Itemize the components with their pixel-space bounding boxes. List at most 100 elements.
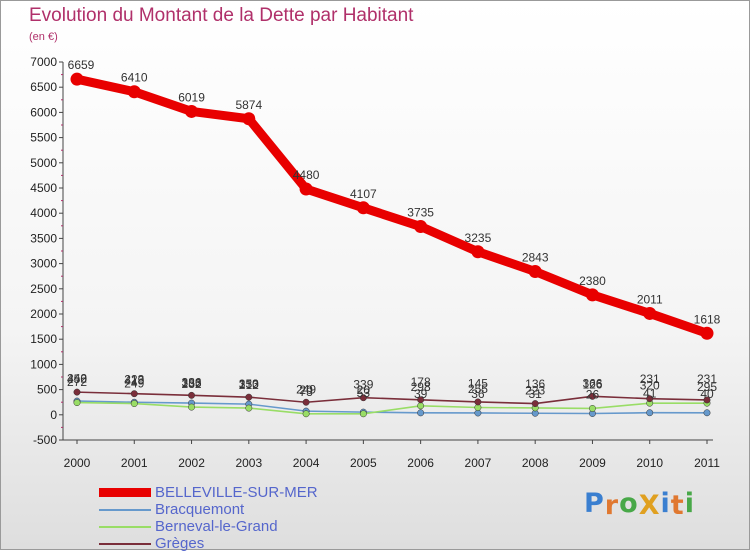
data-label: 40 bbox=[700, 387, 714, 401]
y-tick-label: 7000 bbox=[30, 55, 57, 69]
x-tick-label: 2005 bbox=[350, 456, 377, 470]
x-tick-label: 2010 bbox=[636, 456, 663, 470]
data-point bbox=[589, 404, 596, 412]
data-point bbox=[700, 326, 714, 340]
data-point bbox=[359, 394, 367, 402]
legend-swatch bbox=[99, 509, 151, 511]
legend-swatch bbox=[99, 526, 151, 528]
y-tick-label: 5000 bbox=[30, 156, 57, 170]
data-label: 419 bbox=[124, 374, 144, 388]
x-tick-label: 2009 bbox=[579, 456, 606, 470]
data-point bbox=[245, 404, 253, 412]
chart-subtitle: (en €) bbox=[29, 31, 58, 43]
series-line-2 bbox=[76, 401, 708, 415]
data-label: 53 bbox=[357, 386, 371, 400]
data-label: 3235 bbox=[465, 231, 492, 245]
data-label: 145 bbox=[468, 376, 488, 390]
data-label: 39 bbox=[414, 387, 428, 401]
data-point bbox=[73, 399, 81, 407]
data-point bbox=[242, 112, 256, 126]
legend-label: Grèges bbox=[155, 535, 205, 552]
data-label: 20 bbox=[299, 383, 313, 397]
logo-letter: r bbox=[604, 490, 620, 521]
y-tick-label: 500 bbox=[37, 383, 57, 397]
logo-letter: t bbox=[670, 490, 685, 521]
data-label: 231 bbox=[697, 372, 717, 386]
x-tick-label: 2008 bbox=[522, 456, 549, 470]
data-point bbox=[70, 72, 84, 86]
data-label: 212 bbox=[239, 378, 259, 392]
data-point bbox=[302, 410, 310, 418]
data-label: 249 bbox=[296, 382, 316, 396]
legend-label: BELLEVILLE-SUR-MER bbox=[155, 484, 318, 501]
data-point bbox=[73, 388, 81, 396]
series-line-1 bbox=[76, 400, 708, 415]
data-point bbox=[703, 409, 711, 417]
data-label: 6659 bbox=[68, 58, 95, 72]
legend-label: Berneval-le-Grand bbox=[155, 518, 278, 535]
data-label: 73 bbox=[299, 385, 313, 399]
legend-swatch bbox=[99, 543, 151, 545]
data-label: 5874 bbox=[235, 98, 262, 112]
data-point bbox=[185, 104, 199, 118]
y-tick-label: -500 bbox=[33, 433, 57, 447]
y-tick-label: 4500 bbox=[30, 181, 57, 195]
logo-letter: o bbox=[619, 488, 639, 519]
data-label: 1618 bbox=[694, 312, 721, 326]
data-point bbox=[585, 288, 599, 302]
data-label: 298 bbox=[411, 380, 431, 394]
data-label: 272 bbox=[67, 375, 87, 389]
data-label: 4480 bbox=[293, 168, 320, 182]
data-point bbox=[471, 245, 485, 259]
data-label: 295 bbox=[697, 380, 717, 394]
data-point bbox=[646, 395, 654, 403]
x-tick-label: 2011 bbox=[694, 456, 720, 470]
data-point bbox=[528, 265, 542, 279]
data-label: 6410 bbox=[121, 71, 148, 85]
x-tick-label: 2002 bbox=[178, 456, 205, 470]
x-tick-label: 2006 bbox=[407, 456, 434, 470]
data-label: 126 bbox=[582, 377, 602, 391]
data-label: 31 bbox=[529, 387, 543, 401]
data-point bbox=[302, 398, 310, 406]
data-point bbox=[356, 201, 370, 215]
data-point bbox=[531, 400, 539, 408]
data-label: 36 bbox=[471, 387, 485, 401]
y-tick-label: 3500 bbox=[30, 231, 57, 245]
data-point bbox=[130, 390, 138, 398]
y-tick-label: 6500 bbox=[30, 80, 57, 94]
data-label: 2380 bbox=[579, 274, 606, 288]
data-point bbox=[127, 85, 141, 99]
data-label: 223 bbox=[525, 384, 545, 398]
data-point bbox=[359, 410, 367, 418]
data-label: 366 bbox=[582, 376, 602, 390]
logo-letter: P bbox=[584, 488, 605, 519]
x-tick-label: 2000 bbox=[64, 456, 91, 470]
legend-label: Bracquemont bbox=[155, 501, 245, 518]
data-point bbox=[417, 402, 425, 410]
data-label: 4107 bbox=[350, 187, 377, 201]
legend-swatch bbox=[99, 488, 151, 497]
y-tick-label: 2000 bbox=[30, 307, 57, 321]
y-tick-label: 6000 bbox=[30, 105, 57, 119]
data-label: 242 bbox=[67, 372, 87, 386]
data-point bbox=[414, 220, 428, 234]
series-line-3 bbox=[76, 391, 708, 405]
data-label: 450 bbox=[67, 372, 87, 386]
x-tick-label: 2007 bbox=[465, 456, 492, 470]
y-tick-label: 5500 bbox=[30, 131, 57, 145]
data-point bbox=[130, 400, 138, 408]
series-line-0 bbox=[72, 74, 712, 338]
y-tick-label: 3000 bbox=[30, 257, 57, 271]
data-label: 178 bbox=[411, 375, 431, 389]
data-point bbox=[188, 391, 195, 399]
data-label: 232 bbox=[182, 377, 202, 391]
data-point bbox=[245, 393, 253, 401]
y-tick-label: 0 bbox=[50, 408, 57, 422]
data-label: 255 bbox=[468, 382, 488, 396]
data-label: 2843 bbox=[522, 251, 549, 265]
data-point bbox=[643, 306, 657, 320]
data-point bbox=[589, 392, 596, 400]
data-label: 223 bbox=[124, 373, 144, 387]
